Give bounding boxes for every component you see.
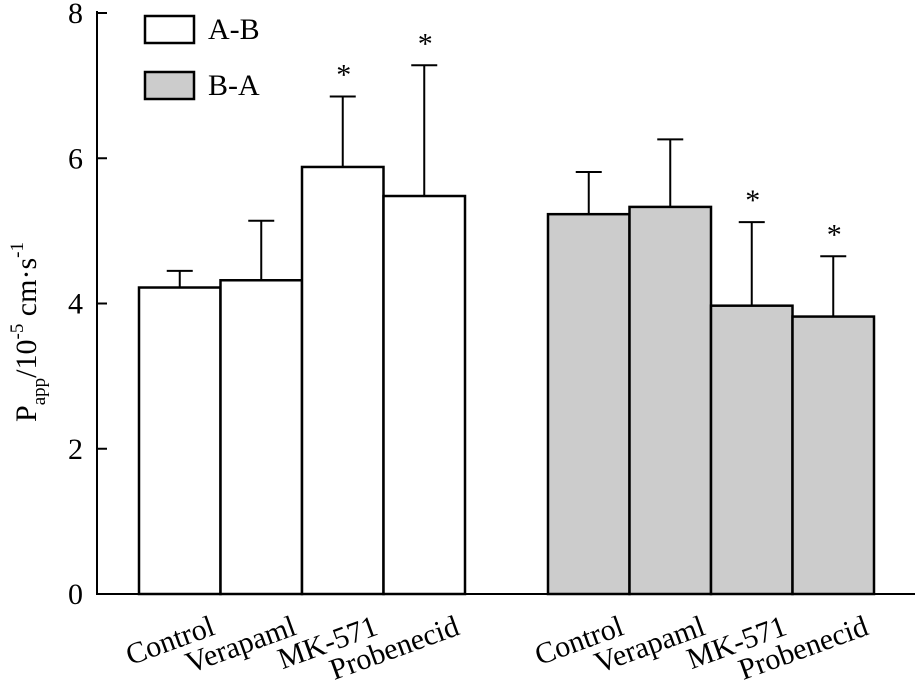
- legend-label: B-A: [208, 69, 260, 102]
- y-tick-label: 6: [68, 142, 83, 175]
- y-tick-label: 4: [68, 288, 83, 321]
- bar: [546, 212, 631, 596]
- legend-swatch: [143, 14, 196, 45]
- y-axis-label: Papp/10-5 cm·s-1: [7, 242, 50, 422]
- legend-swatch: [143, 70, 196, 101]
- bar: [137, 286, 222, 596]
- legend: A-B B-A: [143, 13, 260, 102]
- bar: [382, 194, 467, 596]
- bar: [219, 279, 304, 596]
- y-tick-label: 2: [68, 433, 83, 466]
- bar: [791, 315, 876, 596]
- significance-marker: *: [336, 59, 351, 92]
- significance-marker: *: [745, 184, 760, 217]
- significance-marker: *: [418, 27, 433, 60]
- y-tick-label: 8: [68, 0, 83, 30]
- bar: [709, 304, 794, 596]
- y-tick-label: 0: [68, 578, 83, 611]
- bar: [300, 165, 385, 596]
- legend-label: A-B: [208, 13, 260, 46]
- significance-marker: *: [827, 218, 842, 251]
- bar: [628, 205, 713, 596]
